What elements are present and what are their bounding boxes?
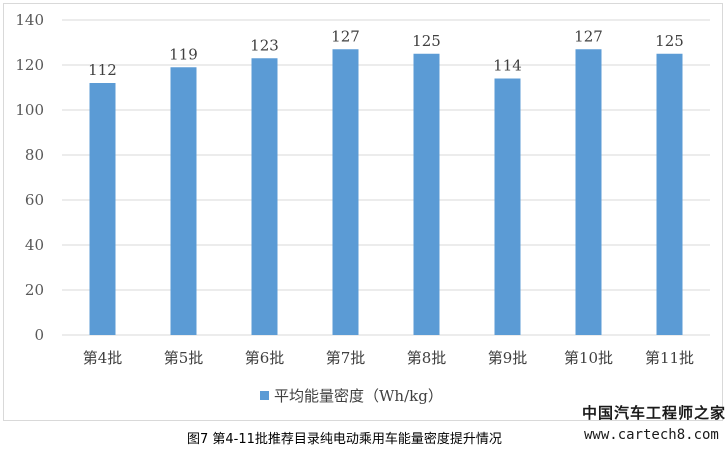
- x-category-label: 第10批: [564, 349, 613, 367]
- data-label: 125: [412, 32, 441, 50]
- bar: [251, 58, 278, 335]
- y-tick-label: 100: [15, 101, 44, 119]
- y-tick-label: 20: [25, 281, 44, 299]
- data-label: 123: [250, 36, 279, 54]
- data-label: 125: [655, 32, 684, 50]
- legend: 平均能量密度（Wh/kg）: [260, 387, 443, 405]
- gridlines: [62, 19, 710, 336]
- y-tick-label: 140: [15, 11, 44, 29]
- figure-caption: 图7 第4-11批推荐目录纯电动乘用车能量密度提升情况: [187, 432, 502, 447]
- x-category-label: 第9批: [488, 349, 528, 367]
- bars: [89, 49, 683, 335]
- y-axis-ticks: 0 20 40 60 80 100 120 140: [15, 11, 44, 344]
- x-category-label: 第8批: [407, 349, 447, 367]
- bar: [494, 78, 521, 335]
- bar: [656, 53, 683, 335]
- data-label: 112: [88, 61, 117, 79]
- x-category-label: 第4批: [83, 349, 123, 367]
- chart-frame: [3, 3, 723, 421]
- y-tick-label: 80: [25, 146, 44, 164]
- x-category-label: 第6批: [245, 349, 285, 367]
- bar: [575, 49, 602, 335]
- watermark-name: 中国汽车工程师之家: [582, 404, 727, 422]
- y-tick-label: 40: [25, 236, 44, 254]
- x-category-label: 第11批: [645, 349, 694, 367]
- watermark-url: www.cartech8.com: [584, 427, 719, 443]
- bar: [413, 53, 440, 335]
- bar: [170, 67, 197, 335]
- data-label: 127: [331, 27, 360, 45]
- x-category-label: 第5批: [164, 349, 204, 367]
- y-tick-label: 60: [25, 191, 44, 209]
- data-labels: 112 119 123 127 125 114 127 125: [88, 27, 684, 79]
- legend-label: 平均能量密度（Wh/kg）: [274, 387, 443, 405]
- data-label: 119: [169, 45, 198, 63]
- data-label: 127: [574, 27, 603, 45]
- y-tick-label: 0: [34, 326, 44, 344]
- x-axis-categories: 第4批 第5批 第6批 第7批 第8批 第9批 第10批 第11批: [83, 349, 694, 367]
- x-category-label: 第7批: [326, 349, 366, 367]
- legend-swatch: [260, 391, 269, 400]
- bar: [332, 49, 359, 335]
- bar: [89, 83, 116, 335]
- y-tick-label: 120: [15, 56, 44, 74]
- data-label: 114: [493, 57, 522, 75]
